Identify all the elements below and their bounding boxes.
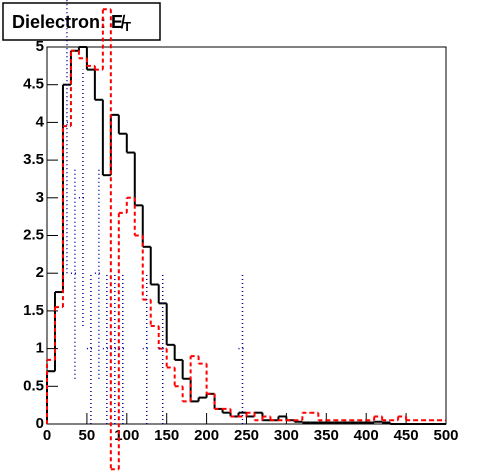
title-box — [2, 2, 161, 41]
title-subscript: T — [123, 19, 131, 34]
x-tick-label: 150 — [154, 427, 179, 444]
x-tick-label: 300 — [274, 427, 299, 444]
x-tick-label: 100 — [114, 427, 139, 444]
y-tick-label: 1 — [36, 340, 44, 357]
x-tick-label: 450 — [394, 427, 419, 444]
y-tick-label: 0 — [36, 415, 44, 432]
y-tick-label: 3.5 — [23, 151, 44, 168]
x-tick-label: 500 — [433, 427, 458, 444]
title-text: Dielectron: — [12, 12, 106, 32]
y-tick-label: 4.5 — [23, 76, 44, 93]
chart-title: Dielectron: E̸T — [12, 12, 131, 35]
x-tick-label: 400 — [354, 427, 379, 444]
x-tick-label: 250 — [234, 427, 259, 444]
x-tick-label: 0 — [43, 427, 51, 444]
y-tick-label: 1.5 — [23, 302, 44, 319]
y-tick-label: 3 — [36, 189, 44, 206]
title-symbol: E̸ — [111, 12, 126, 32]
y-tick-label: 4 — [36, 113, 45, 130]
x-tick-label: 350 — [314, 427, 339, 444]
x-tick-label: 50 — [79, 427, 96, 444]
y-tick-label: 5 — [36, 38, 44, 55]
y-tick-label: 2 — [36, 264, 44, 281]
x-tick-label: 200 — [194, 427, 219, 444]
y-tick-label: 2.5 — [23, 226, 44, 243]
y-tick-label: 0.5 — [23, 377, 44, 394]
